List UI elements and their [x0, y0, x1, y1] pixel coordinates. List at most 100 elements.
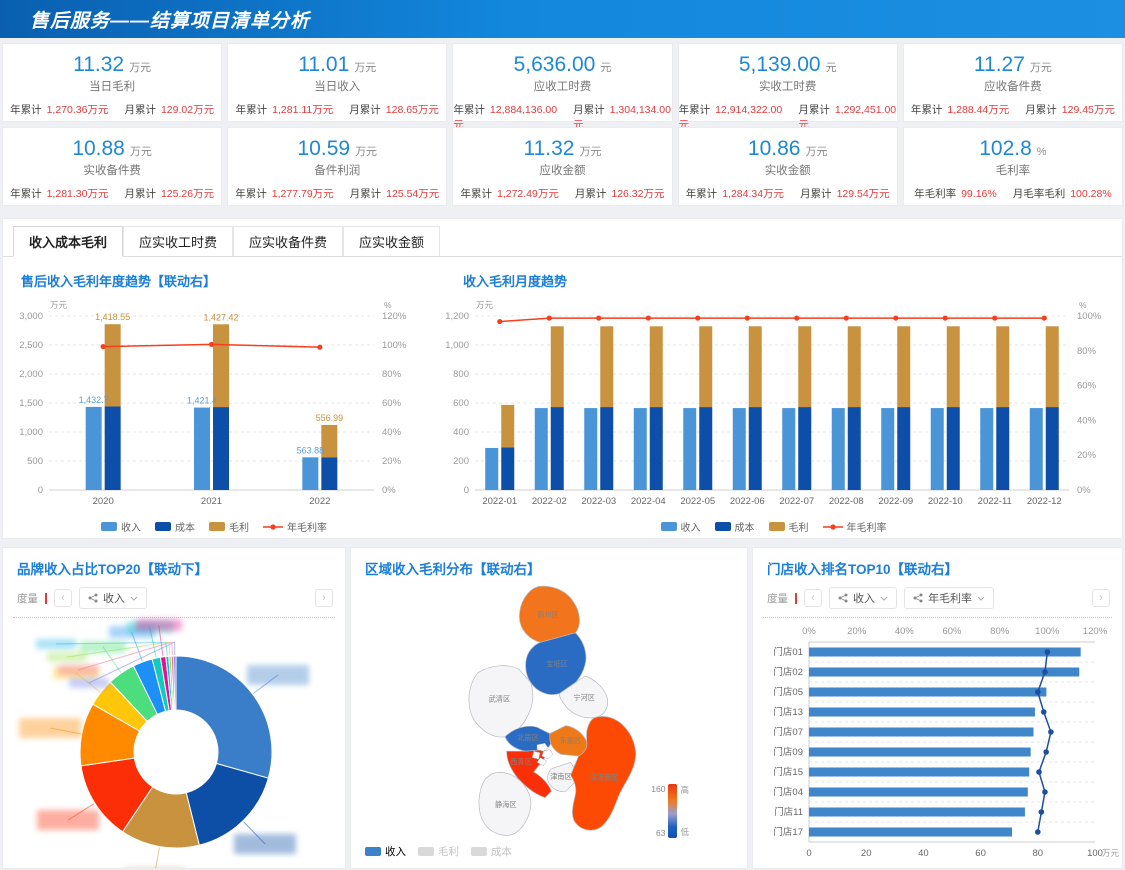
chevron-right-button[interactable]: › [1092, 589, 1110, 607]
store-rate-point[interactable] [1035, 829, 1041, 835]
store-rate-point[interactable] [1043, 749, 1049, 755]
bar-cost[interactable] [649, 407, 663, 490]
bar-gross[interactable] [847, 326, 861, 408]
donut-slice[interactable] [175, 655, 273, 779]
bar-gross[interactable] [996, 326, 1010, 408]
bar-income[interactable] [194, 407, 210, 490]
rate-line-point[interactable] [546, 315, 552, 321]
tab-2[interactable]: 应实收备件费 [233, 226, 344, 256]
store-bar[interactable] [809, 647, 1081, 657]
rate-line-point[interactable] [596, 315, 602, 321]
rate-line-point[interactable] [893, 315, 899, 321]
bar-cost[interactable] [699, 407, 713, 490]
bar-gross[interactable] [897, 326, 911, 408]
bar-cost[interactable] [946, 407, 960, 490]
map-district[interactable] [478, 772, 532, 836]
rate-line-point[interactable] [794, 315, 800, 321]
store-bar[interactable] [809, 687, 1047, 697]
legend-item[interactable]: 年毛利率 [822, 519, 887, 534]
donut-slice[interactable] [173, 655, 177, 711]
bar-cost[interactable] [501, 447, 515, 490]
rate-line-point[interactable] [843, 315, 849, 321]
chevron-left-button[interactable]: ‹ [54, 589, 72, 607]
store-rate-point[interactable] [1040, 709, 1047, 715]
legend-item[interactable]: 收入 [101, 519, 141, 534]
store-bar[interactable] [809, 787, 1028, 797]
bar-cost[interactable] [321, 457, 338, 490]
legend-item[interactable]: 成本 [155, 519, 195, 534]
bar-income[interactable] [302, 457, 319, 490]
bar-income[interactable] [980, 408, 994, 490]
scale-gradient-bar[interactable] [668, 784, 678, 838]
bar-gross[interactable] [104, 324, 121, 407]
rate-line-point[interactable] [317, 344, 323, 350]
map-city-core[interactable] [541, 749, 554, 760]
bar-income[interactable] [1029, 408, 1043, 490]
bar-gross[interactable] [748, 326, 762, 408]
rate-line-point[interactable] [645, 315, 651, 321]
store-rate-point[interactable] [1044, 649, 1051, 655]
bar-cost[interactable] [600, 407, 614, 490]
legend-item[interactable]: 成本 [714, 519, 755, 534]
bar-income[interactable] [930, 408, 944, 490]
bar-income[interactable] [881, 408, 895, 490]
map-color-scale[interactable]: 160 63 高 低 [651, 784, 689, 838]
tab-1[interactable]: 应实收工时费 [123, 226, 234, 256]
store-bar[interactable] [809, 667, 1080, 677]
store-bar[interactable] [809, 727, 1034, 737]
bar-income[interactable] [683, 408, 697, 490]
bar-cost[interactable] [748, 407, 762, 490]
donut-slice[interactable] [185, 762, 269, 846]
bar-income[interactable] [534, 408, 548, 490]
bar-cost[interactable] [798, 407, 812, 490]
bar-gross[interactable] [1045, 326, 1059, 408]
store-bar[interactable] [809, 707, 1035, 717]
bar-gross[interactable] [321, 424, 338, 458]
bar-gross[interactable] [649, 326, 663, 408]
bar-income[interactable] [485, 447, 499, 490]
bar-cost[interactable] [847, 407, 861, 490]
chevron-right-button[interactable]: › [315, 589, 333, 607]
bar-income[interactable] [782, 408, 796, 490]
store-rate-point[interactable] [1042, 669, 1048, 675]
legend-item[interactable]: 成本 [471, 844, 512, 859]
measure-dropdown-0[interactable]: 收入 [79, 587, 147, 609]
bar-gross[interactable] [501, 404, 515, 448]
bar-income[interactable] [831, 408, 845, 490]
tab-3[interactable]: 应实收金额 [343, 226, 441, 256]
bar-gross[interactable] [550, 326, 564, 408]
map-city-core[interactable] [536, 757, 547, 766]
map-district[interactable] [468, 665, 534, 738]
bar-income[interactable] [584, 408, 598, 490]
store-bar[interactable] [809, 767, 1030, 777]
legend-item[interactable]: 毛利 [209, 519, 249, 534]
rate-line-point[interactable] [100, 343, 106, 350]
bar-gross[interactable] [946, 326, 960, 408]
map-city-core[interactable] [531, 750, 541, 760]
tab-0[interactable]: 收入成本毛利 [13, 226, 124, 257]
bar-cost[interactable] [104, 406, 121, 490]
bar-gross[interactable] [798, 326, 812, 408]
store-rate-point[interactable] [1038, 809, 1045, 815]
bar-cost[interactable] [897, 407, 911, 490]
legend-item[interactable]: 年毛利率 [263, 519, 327, 534]
rate-line-point[interactable] [992, 315, 998, 321]
map-district[interactable] [570, 716, 636, 831]
bar-income[interactable] [732, 408, 746, 490]
legend-item[interactable]: 收入 [660, 519, 701, 534]
bar-income[interactable] [633, 408, 647, 490]
measure-dropdown-0[interactable]: 收入 [829, 587, 897, 609]
legend-item[interactable]: 毛利 [418, 844, 459, 859]
chevron-left-button[interactable]: ‹ [804, 589, 822, 607]
legend-item[interactable]: 收入 [365, 844, 406, 859]
store-rate-point[interactable] [1048, 729, 1054, 735]
bar-cost[interactable] [550, 407, 564, 490]
rate-line-point[interactable] [942, 315, 948, 321]
store-rate-point[interactable] [1036, 769, 1042, 775]
bar-cost[interactable] [213, 407, 229, 490]
rate-line-point[interactable] [497, 318, 503, 325]
rate-line-point[interactable] [695, 315, 701, 321]
bar-gross[interactable] [699, 326, 713, 408]
map-district[interactable] [525, 632, 587, 695]
rate-line-point[interactable] [744, 315, 750, 321]
